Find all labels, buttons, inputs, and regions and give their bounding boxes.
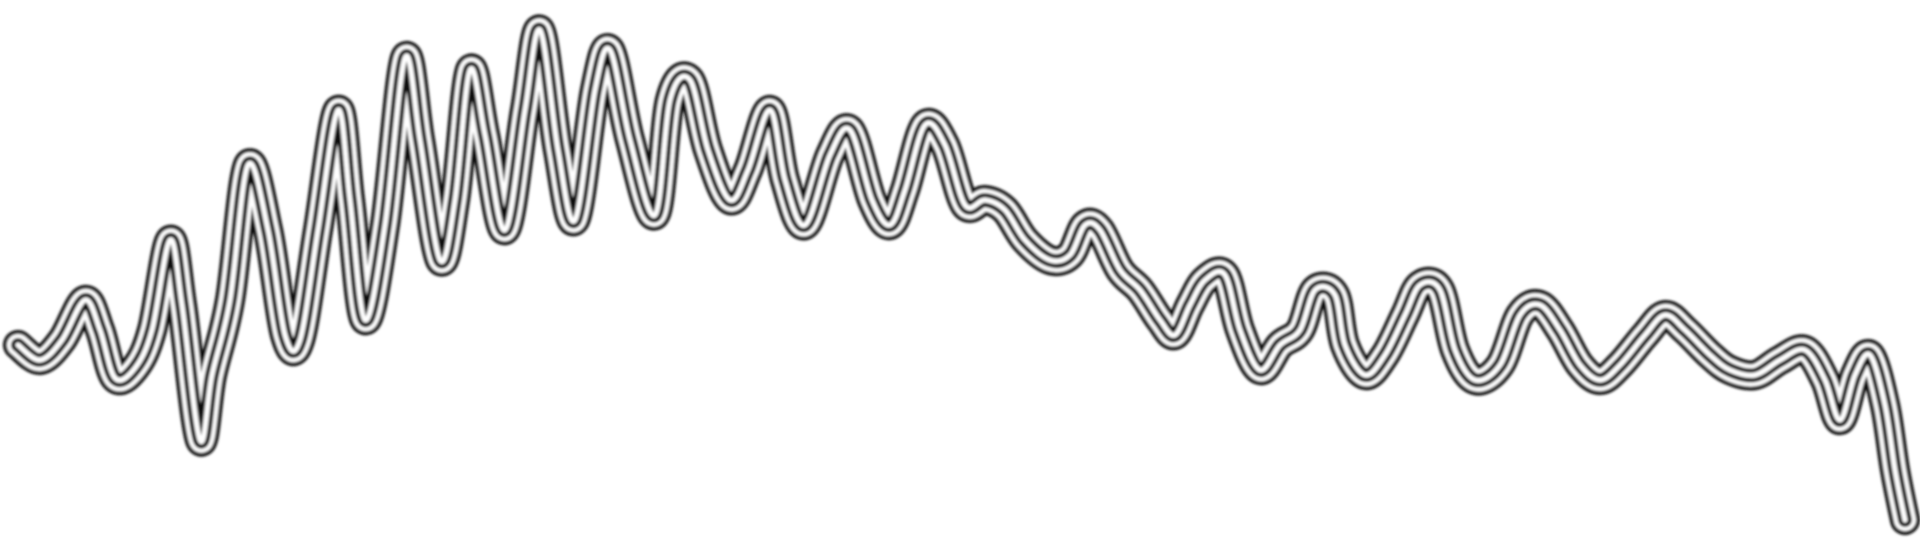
wave-core-stroke [15,27,1908,523]
wave-mid-stroke [7,18,1916,531]
wave-stroke-group [3,14,1920,535]
